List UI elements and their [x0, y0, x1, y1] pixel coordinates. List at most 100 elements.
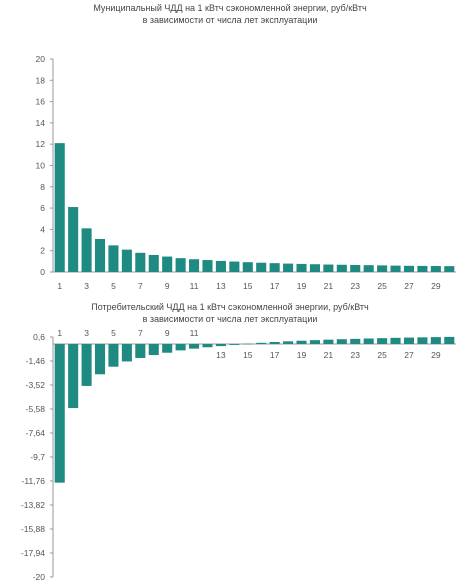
bar — [108, 343, 119, 367]
x-tick-label: 23 — [351, 350, 361, 360]
chart2-subtitle: в зависимости от числа лет эксплуатации — [142, 314, 318, 324]
x-tick-label: 5 — [111, 281, 116, 291]
x-tick-label: 13 — [216, 350, 226, 360]
bar — [135, 343, 146, 358]
bar — [269, 342, 280, 344]
bar — [256, 262, 267, 272]
y-tick-label: 2 — [40, 246, 45, 256]
bar — [403, 337, 415, 344]
x-tick-label: 3 — [84, 281, 89, 291]
bar — [202, 343, 213, 348]
bar — [430, 266, 441, 272]
bar — [309, 340, 320, 344]
y-tick-label: 8 — [40, 182, 45, 192]
bar — [336, 339, 347, 344]
bar — [68, 207, 79, 272]
bar — [54, 143, 65, 272]
x-tick-label: 5 — [111, 328, 116, 338]
bar — [377, 265, 388, 272]
x-tick-label: 21 — [324, 281, 334, 291]
bar — [350, 264, 361, 272]
bar — [417, 337, 428, 344]
bar — [350, 338, 361, 344]
y-tick-label: -20 — [33, 572, 46, 582]
bar — [175, 343, 186, 351]
bar — [296, 340, 307, 344]
chart1-subtitle: в зависимости от числа лет эксплуатации — [142, 15, 318, 25]
x-tick-label: 23 — [351, 281, 361, 291]
x-tick-label: 25 — [377, 350, 387, 360]
bar — [430, 337, 441, 344]
y-tick-label: -11,76 — [22, 476, 46, 486]
bar — [256, 342, 267, 344]
x-tick-label: 27 — [404, 281, 414, 291]
y-tick-label: -17,94 — [21, 548, 45, 558]
bar — [68, 343, 79, 409]
x-tick-label: 29 — [431, 350, 441, 360]
bar — [135, 252, 146, 272]
y-tick-label: 12 — [36, 139, 46, 149]
bar — [336, 264, 347, 272]
bar — [202, 260, 213, 272]
bar — [283, 263, 294, 272]
bar — [444, 266, 455, 272]
chart1-title: Муниципальный ЧДД на 1 кВтч сэкономленно… — [93, 3, 367, 13]
bar — [189, 259, 200, 272]
y-tick-label: -15,88 — [21, 524, 45, 534]
bar — [54, 343, 65, 483]
x-tick-label: 15 — [243, 281, 253, 291]
x-tick-label: 29 — [431, 281, 441, 291]
bar — [162, 343, 173, 353]
y-tick-label: 14 — [36, 118, 46, 128]
bar — [81, 228, 92, 272]
x-tick-label: 11 — [190, 281, 199, 291]
bar — [323, 264, 334, 272]
bar — [417, 265, 428, 272]
bar — [162, 256, 173, 272]
y-tick-label: -5,58 — [26, 404, 46, 414]
bar — [175, 258, 186, 272]
y-tick-label: -13,82 — [21, 500, 45, 510]
y-tick-label: 4 — [40, 224, 45, 234]
bar — [296, 263, 307, 272]
bar — [377, 338, 388, 344]
bar — [94, 343, 106, 375]
bar — [121, 343, 132, 362]
y-tick-label: -7,64 — [26, 428, 46, 438]
x-tick-label: 15 — [243, 350, 253, 360]
y-tick-label: 16 — [36, 97, 46, 107]
x-tick-label: 21 — [324, 350, 334, 360]
bar — [215, 260, 226, 272]
x-tick-label: 19 — [297, 281, 307, 291]
x-tick-label: 17 — [270, 350, 280, 360]
y-tick-label: 0,6 — [33, 332, 45, 342]
bar — [229, 261, 240, 272]
bar — [148, 254, 159, 272]
bar — [269, 263, 280, 272]
x-tick-label: 13 — [216, 281, 226, 291]
bar — [323, 339, 334, 344]
bar — [283, 341, 294, 344]
bar — [189, 343, 200, 349]
bar — [108, 245, 119, 272]
x-tick-label: 9 — [165, 281, 170, 291]
bar — [309, 264, 320, 272]
chart2-plot: 0,6 -1,46 -3,52 -5,58 -7,64 -9,7 -11,76 -13,82 -… — [21, 328, 456, 582]
x-tick-label: 25 — [377, 281, 387, 291]
bar — [390, 265, 401, 272]
x-tick-label: 3 — [84, 328, 89, 338]
bar — [444, 336, 455, 344]
x-tick-label: 27 — [404, 350, 414, 360]
x-tick-label: 19 — [297, 350, 307, 360]
bar — [215, 343, 226, 347]
bar — [242, 262, 253, 272]
bar — [242, 343, 253, 345]
bar — [363, 265, 374, 272]
x-tick-label: 7 — [138, 328, 143, 338]
x-tick-label: 17 — [270, 281, 280, 291]
x-tick-label: 1 — [57, 281, 62, 291]
y-tick-label: 18 — [36, 75, 46, 85]
bar — [390, 337, 401, 344]
y-tick-label: -1,46 — [26, 356, 46, 366]
